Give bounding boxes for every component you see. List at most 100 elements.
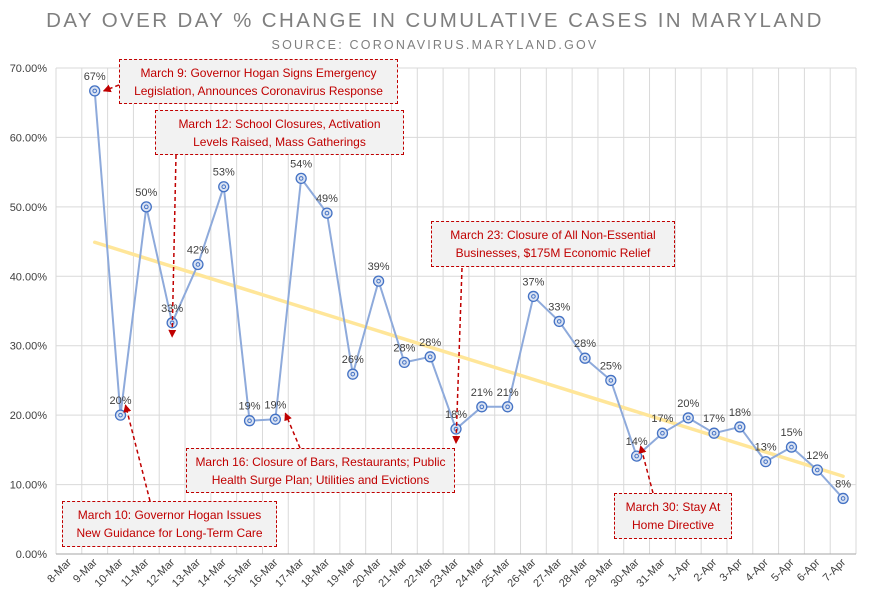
data-point-center <box>737 424 743 430</box>
data-point-center <box>840 496 846 501</box>
annotation-text: March 16: Closure of Bars, Restaurants; … <box>195 454 446 469</box>
data-label: 26% <box>342 354 364 366</box>
data-label: 21% <box>497 387 519 399</box>
data-point-center <box>634 453 639 459</box>
data-label: 54% <box>290 158 312 170</box>
data-point-center <box>376 278 381 284</box>
annotation-text: March 12: School Closures, Activation <box>178 116 381 131</box>
data-point-center <box>247 418 252 423</box>
data-point-center <box>531 294 536 299</box>
annotation-text: March 9: Governor Hogan Signs Emergency <box>140 65 377 80</box>
data-point <box>527 290 540 303</box>
y-tick-label: 30.00% <box>10 341 48 353</box>
annotation-arrow <box>168 154 177 338</box>
x-tick-label: 8-Mar <box>45 556 74 585</box>
x-tick-label: 4-Apr <box>743 556 771 584</box>
x-tick-label: 3-Apr <box>717 556 745 584</box>
data-label: 8% <box>835 478 851 490</box>
annotation-march-23: March 23: Closure of All Non-Essential Bu… <box>431 221 675 267</box>
annotation-text: Home Directive <box>631 518 715 532</box>
data-point-center <box>92 88 98 94</box>
data-point <box>372 275 385 287</box>
data-point-center <box>298 176 304 181</box>
data-point-center <box>144 204 149 210</box>
data-point <box>708 427 720 439</box>
data-point-center <box>608 378 614 383</box>
data-label: 67% <box>84 71 106 83</box>
data-label: 12% <box>806 450 828 462</box>
data-point <box>734 421 746 433</box>
data-point <box>579 352 591 364</box>
annotation-march-9: March 9: Governor Hogan Signs Emergency L… <box>119 59 398 104</box>
data-label: 14% <box>626 436 648 448</box>
annotation-arrow <box>123 404 151 502</box>
annotation-march-12: March 12: School Closures, Activation Lev… <box>155 110 404 155</box>
annotation-text: March 30: Stay At <box>625 500 721 514</box>
data-point-center <box>273 417 278 422</box>
data-label: 33% <box>161 303 183 315</box>
data-point-center <box>582 355 588 361</box>
x-tick-label: 31-Mar <box>634 556 667 589</box>
data-point-center <box>505 404 510 410</box>
data-label: 53% <box>213 167 235 179</box>
data-label: 39% <box>368 261 390 273</box>
y-tick-label: 60.00% <box>10 132 48 144</box>
data-point <box>811 464 823 476</box>
data-point-center <box>789 444 794 450</box>
x-tick-label: 5-Apr <box>769 556 797 584</box>
data-point <box>192 258 204 271</box>
data-point <box>347 368 359 380</box>
data-point <box>218 181 230 193</box>
data-label: 25% <box>600 360 622 372</box>
chart-title: DAY OVER DAY % CHANGE IN CUMULATIVE CASE… <box>46 9 824 32</box>
data-label: 28% <box>419 337 441 349</box>
data-point-center <box>660 430 665 436</box>
data-point <box>321 207 333 219</box>
data-point <box>424 351 436 363</box>
annotation-march-10: March 10: Governor Hogan Issues New Guida… <box>62 501 277 547</box>
data-label: 20% <box>677 398 699 410</box>
data-point <box>553 315 565 328</box>
data-label: 37% <box>522 276 544 288</box>
data-point <box>476 401 488 413</box>
data-label: 18% <box>729 407 751 419</box>
y-tick-label: 70.00% <box>10 63 48 75</box>
y-tick-label: 10.00% <box>10 480 48 492</box>
x-tick-label: 7-Apr <box>821 556 849 584</box>
x-tick-label: 10-Mar <box>93 556 126 589</box>
data-point <box>656 427 669 439</box>
data-point <box>760 456 772 468</box>
data-point-center <box>324 210 330 216</box>
annotation-march-30: March 30: Stay At Home Directive <box>614 493 732 539</box>
data-point <box>140 201 152 213</box>
data-point <box>295 172 307 185</box>
data-label: 49% <box>316 193 338 205</box>
annotation-arrow <box>102 84 120 93</box>
data-label: 21% <box>471 387 493 399</box>
data-point-center <box>118 412 123 418</box>
data-point-center <box>195 262 201 267</box>
data-label: 13% <box>755 442 777 454</box>
annotation-text: Legislation, Announces Coronavirus Respo… <box>134 83 383 98</box>
data-label: 28% <box>574 338 596 350</box>
data-point-center <box>402 360 407 365</box>
data-point <box>682 412 694 424</box>
data-point <box>114 409 127 421</box>
data-label: 33% <box>548 301 570 313</box>
x-tick-label: 1-Apr <box>666 556 694 584</box>
data-point <box>501 401 514 413</box>
annotation-arrow <box>284 412 301 449</box>
data-point-center <box>221 184 227 190</box>
annotation-text: Health Surge Plan; Utilities and Evictio… <box>211 472 430 487</box>
data-label: 17% <box>703 413 725 425</box>
y-tick-label: 0.00% <box>16 549 47 561</box>
data-label: 42% <box>187 244 209 256</box>
annotation-text: New Guidance for Long-Term Care <box>76 526 263 540</box>
data-point <box>398 356 411 369</box>
chart-subtitle: SOURCE: CORONAVIRUS.MARYLAND.GOV <box>271 38 599 52</box>
annotation-march-16: March 16: Closure of Bars, Restaurants; … <box>186 448 455 493</box>
data-point-center <box>763 459 768 464</box>
data-point-center <box>556 319 562 324</box>
data-point-center <box>427 354 433 360</box>
y-tick-label: 40.00% <box>10 271 48 283</box>
